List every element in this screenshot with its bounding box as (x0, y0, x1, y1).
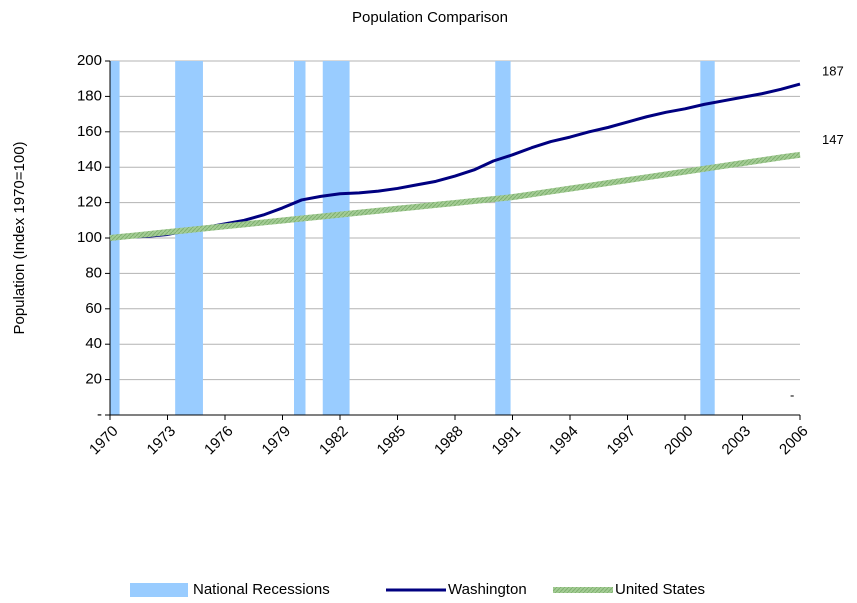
x-tick-label: 1976 (201, 423, 237, 459)
end-label: 147 (822, 132, 844, 147)
y-tick-label: 80 (85, 264, 102, 281)
y-tick-label: 60 (85, 300, 102, 317)
x-tick-label: 2003 (719, 423, 755, 459)
recession-bar (495, 61, 511, 415)
x-tick-label: 1988 (431, 423, 467, 459)
x-tick-label: 1973 (144, 423, 180, 459)
x-tick-label: 1991 (489, 423, 525, 459)
legend-swatch (130, 583, 188, 597)
x-tick-label: 1985 (374, 423, 410, 459)
y-tick-label: 180 (77, 87, 102, 104)
series-line (109, 82, 801, 240)
x-tick-label: 1970 (86, 423, 122, 459)
y-tick-label: 40 (85, 335, 102, 352)
x-tick-label: 1997 (604, 423, 640, 459)
recession-bar (322, 61, 350, 415)
series-line (109, 151, 801, 241)
y-tick-label: 100 (77, 229, 102, 246)
legend-label: National Recessions (193, 581, 330, 598)
end-label: 187 (822, 63, 844, 78)
y-axis-label: Population (Index 1970=100) (11, 141, 28, 334)
x-tick-label: 2000 (661, 423, 697, 459)
recession-bar (700, 61, 715, 415)
x-tick-label: 2006 (776, 423, 812, 459)
y-tick-label: 120 (77, 194, 102, 211)
recession-bar (294, 61, 306, 415)
y-tick-label: 200 (77, 52, 102, 69)
y-tick-label: 20 (85, 371, 102, 388)
y-tick-label: 160 (77, 123, 102, 140)
legend-label: Washington (448, 581, 527, 598)
x-tick-label: 1979 (259, 423, 295, 459)
chart-title: Population Comparison (352, 9, 508, 26)
annotation: - (790, 387, 794, 402)
y-tick-label: 140 (77, 158, 102, 175)
recession-bar (175, 61, 203, 415)
x-tick-label: 1982 (316, 423, 352, 459)
y-tick-label: - (97, 406, 102, 423)
legend-label: United States (615, 581, 705, 598)
x-tick-label: 1994 (546, 423, 582, 459)
